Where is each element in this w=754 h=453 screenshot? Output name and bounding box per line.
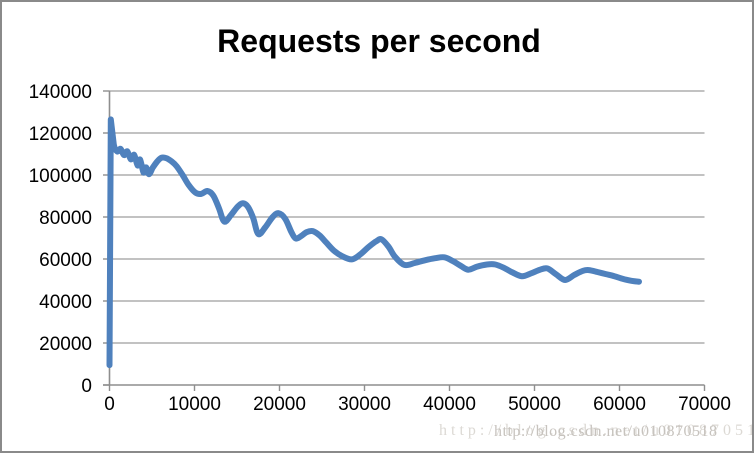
- x-axis-tick-label: 50000: [508, 394, 561, 415]
- x-axis-tick-label: 20000: [253, 394, 306, 415]
- chart-title: Requests per second: [217, 23, 541, 59]
- x-axis-tick-label: 0: [104, 394, 115, 415]
- y-axis-tick-label: 20000: [39, 334, 92, 355]
- y-axis-tick-label: 120000: [29, 124, 92, 145]
- y-axis-tick-label: 0: [81, 376, 92, 397]
- x-axis-tick-label: 60000: [593, 394, 646, 415]
- x-axis-tick-label: 10000: [168, 394, 221, 415]
- y-axis-tick-label: 140000: [29, 82, 92, 103]
- y-axis-tick-label: 60000: [39, 250, 92, 271]
- x-axis-tick-label: 70000: [678, 394, 731, 415]
- y-axis-tick-label: 100000: [29, 166, 92, 187]
- x-axis-tick-label: 30000: [338, 394, 391, 415]
- series-line: [106, 116, 642, 369]
- y-axis-tick-label: 80000: [39, 208, 92, 229]
- x-axis-tick-label: 40000: [423, 394, 476, 415]
- y-axis-tick-label: 40000: [39, 292, 92, 313]
